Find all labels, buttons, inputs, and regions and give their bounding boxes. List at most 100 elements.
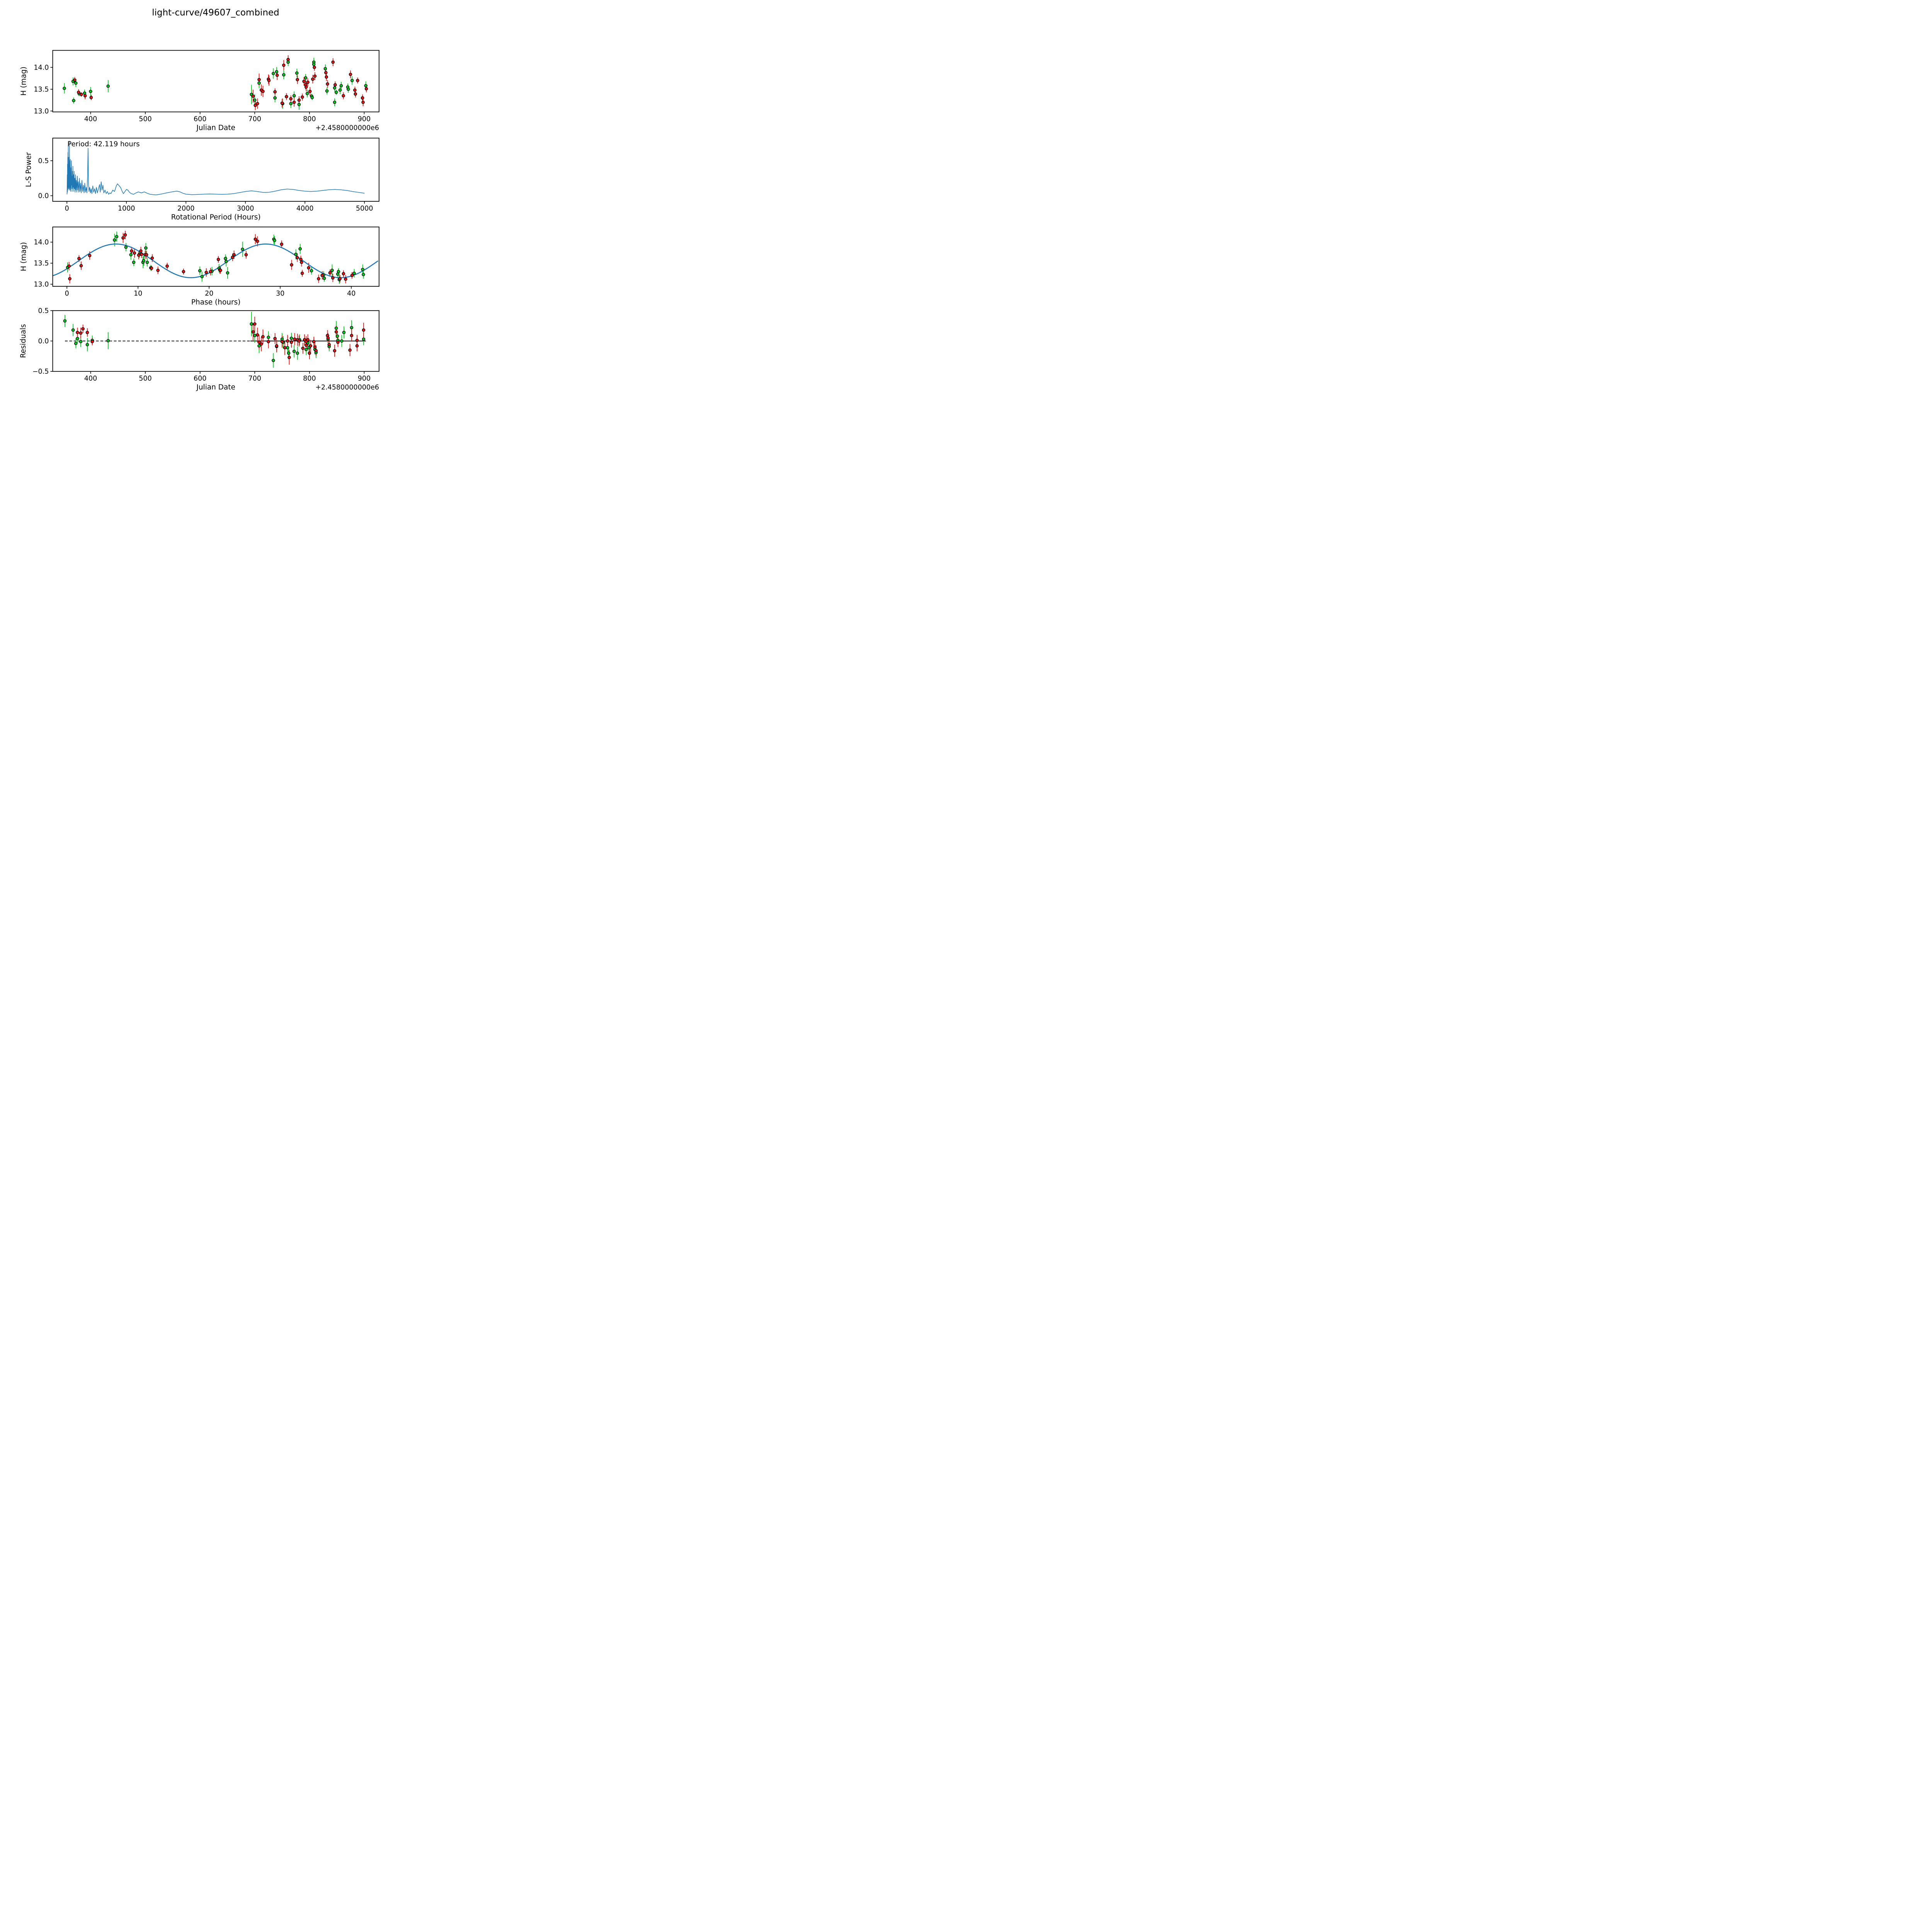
data-point [308, 351, 311, 355]
data-point [289, 97, 293, 101]
data-point [292, 349, 296, 353]
y-axis-label-periodogram: L-S Power [25, 152, 33, 187]
data-point [311, 77, 315, 81]
data-point [337, 270, 340, 274]
x-axis-offset-text: +2.4580000000e6 [315, 124, 379, 132]
data-point [287, 351, 291, 355]
data-point [313, 345, 317, 349]
data-point [250, 322, 253, 326]
data-point [362, 273, 365, 276]
data-point [73, 78, 77, 82]
data-point [256, 102, 259, 105]
data-point [301, 95, 304, 99]
data-point [320, 274, 324, 277]
x-tick-label: 900 [358, 116, 371, 123]
data-point [286, 339, 289, 343]
figure-title: light-curve/49607_combined [152, 8, 279, 18]
data-point [300, 260, 303, 264]
data-point [267, 340, 270, 344]
data-point [204, 270, 208, 274]
data-point [362, 337, 366, 341]
data-point [74, 81, 78, 85]
data-point [115, 235, 119, 238]
x-axis-label-jd_lightcurve: Julian Date [196, 124, 235, 132]
data-point [301, 347, 305, 350]
data-point [306, 338, 310, 342]
data-point [350, 79, 354, 82]
plot-phase_folded: 0 10 20 30 40 13.0 13.5 14.0 Phase (hours) H (mag… [20, 226, 379, 306]
data-point [253, 98, 257, 102]
data-point [308, 90, 312, 93]
data-point [312, 63, 316, 66]
data-point [200, 275, 204, 279]
data-point [313, 74, 317, 78]
y-axis-label-residuals: Residuals [19, 324, 27, 358]
data-point [353, 88, 357, 92]
y-tick-label: 0.0 [38, 338, 49, 345]
data-point [226, 271, 230, 275]
data-point [106, 84, 110, 88]
data-point [326, 336, 330, 340]
x-tick-label: 600 [194, 116, 206, 123]
data-point [309, 344, 313, 348]
x-axis-offset-text: +2.4580000000e6 [315, 384, 379, 391]
data-point [267, 79, 271, 82]
data-point [304, 85, 308, 89]
data-point [76, 331, 79, 334]
data-point [356, 79, 359, 82]
data-point [323, 67, 327, 71]
data-point [300, 271, 304, 275]
data-point [216, 257, 220, 261]
data-point [80, 93, 83, 96]
data-point [361, 268, 364, 271]
data-point [251, 94, 255, 98]
x-tick-label: 3000 [237, 205, 254, 213]
data-point [253, 334, 257, 337]
data-point [292, 94, 296, 98]
data-point [342, 272, 345, 276]
data-point [150, 266, 153, 270]
light-curve-figure: light-curve/49607_combined 400 500 600 700 8… [0, 0, 417, 417]
data-point [296, 78, 299, 82]
data-point [198, 269, 202, 272]
data-point [347, 87, 350, 91]
x-tick-label: 1000 [118, 205, 135, 213]
data-point [137, 253, 141, 257]
data-point [79, 264, 83, 267]
x-tick-label: 5000 [356, 205, 373, 213]
data-point [81, 327, 85, 331]
data-point [121, 236, 125, 240]
x-axis-label-phase_folded: Phase (hours) [191, 298, 241, 306]
data-point [364, 87, 368, 91]
data-point [182, 270, 185, 274]
axes-frame-jd_lightcurve [52, 50, 379, 112]
data-point [298, 247, 302, 251]
data-point [325, 75, 328, 79]
data-point [285, 95, 288, 99]
data-point [83, 94, 87, 98]
data-point [106, 339, 110, 343]
data-point [282, 63, 286, 67]
data-point [317, 277, 320, 281]
data-point [139, 249, 143, 253]
data-point [276, 73, 279, 77]
data-point [89, 90, 92, 93]
data-point [297, 98, 301, 102]
data-point [296, 256, 299, 260]
data-point [256, 240, 259, 243]
data-point [261, 90, 265, 93]
data-point [348, 348, 352, 352]
x-tick-label: 4000 [296, 205, 314, 213]
x-tick-label: 20 [205, 290, 213, 298]
data-point [275, 70, 279, 74]
data-point [257, 344, 261, 348]
x-tick-label: 800 [303, 375, 316, 383]
data-point [355, 344, 359, 348]
data-point [257, 81, 261, 85]
x-axis-label-periodogram: Rotational Period (Hours) [171, 213, 261, 221]
x-tick-label: 500 [139, 375, 151, 383]
data-point [251, 330, 255, 334]
data-point [145, 260, 149, 264]
y-tick-label: −0.5 [32, 368, 49, 376]
data-point [85, 331, 89, 334]
